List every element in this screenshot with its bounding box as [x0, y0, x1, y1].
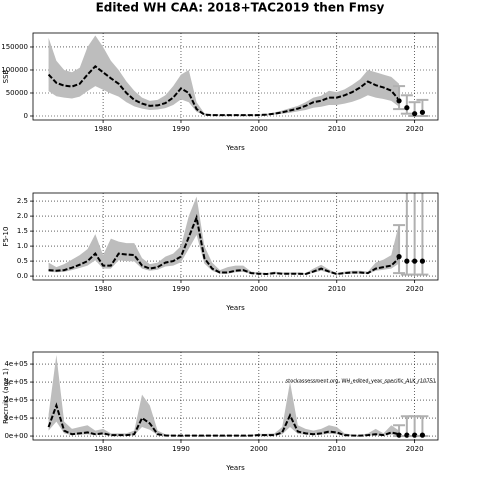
plot-frame	[32, 32, 439, 121]
y-tick-label: 2.5	[17, 197, 28, 205]
x-tick-label: 1990	[172, 285, 190, 293]
estimate-line	[47, 402, 400, 437]
projection-point	[404, 258, 410, 264]
x-tick-label: 2000	[250, 285, 268, 293]
projection-point	[419, 109, 426, 115]
y-tick-label: 1.5	[17, 227, 28, 235]
y-tick-label: 3e+05	[4, 378, 28, 386]
x-tick-label: 2010	[328, 445, 346, 453]
y-tick-label: 0e+00	[4, 432, 28, 440]
y-tick-label: 150000	[1, 43, 28, 51]
x-axis-label: Years	[225, 304, 245, 312]
projection-point	[419, 258, 426, 264]
x-tick-label: 1980	[94, 445, 112, 453]
x-tick-label: 1990	[172, 445, 190, 453]
plot-frame	[32, 192, 439, 281]
confidence-band	[48, 355, 400, 436]
x-axis-label: Years	[225, 464, 245, 472]
projection-point	[412, 258, 418, 264]
y-tick-label: 0.0	[17, 272, 28, 280]
y-tick-label: 50000	[6, 89, 28, 97]
projection-point	[412, 111, 418, 117]
confidence-band	[48, 35, 400, 116]
projection-point	[396, 432, 402, 438]
x-tick-label: 1980	[94, 285, 112, 293]
x-tick-label: 2020	[406, 445, 424, 453]
annotation: stockassessment.org, WH_edited_year_spec…	[286, 379, 436, 385]
projection-point	[404, 432, 410, 438]
plot-area	[48, 193, 429, 276]
y-tick-label: 1e+05	[4, 414, 28, 422]
x-tick-label: 2020	[406, 285, 424, 293]
x-tick-label: 2020	[406, 125, 424, 133]
x-tick-label: 2010	[328, 125, 346, 133]
y-tick-label: 4e+05	[4, 360, 28, 368]
confidence-band	[48, 196, 400, 275]
y-tick-label: 0	[24, 112, 28, 120]
panel: 0e+00 1e+05 2e+05 3e+05 4e+05 1980 1990 2000 201…	[2, 351, 439, 472]
x-tick-label: 2000	[250, 125, 268, 133]
y-tick-label: 100000	[1, 66, 28, 74]
y-tick-label: 2e+05	[4, 396, 28, 404]
projection-point	[396, 254, 402, 260]
projection-point	[404, 105, 410, 111]
panel: 0 50000 100000 150000 1980 1990 2000 2010 2020 Ye…	[1, 32, 439, 152]
plot-area	[47, 35, 429, 117]
estimate-line	[47, 64, 400, 117]
projection-point	[396, 98, 402, 104]
x-tick-label: 1980	[94, 125, 112, 133]
y-axis-label: F5-10	[2, 227, 10, 247]
x-tick-label: 2010	[328, 285, 346, 293]
x-axis-label: Years	[225, 144, 245, 152]
plot-frame	[32, 351, 439, 441]
y-axis-label: SSB	[2, 69, 10, 83]
panel: 0.0 0.5 1.0 1.5 2.0 2.5 1980 1990 2000 2010 2020 Ye…	[2, 192, 439, 312]
y-axis-label: Recruits (age 1)	[2, 368, 10, 424]
projection-point	[412, 432, 418, 438]
projection-point	[419, 432, 426, 438]
y-tick-label: 0.5	[17, 257, 28, 265]
x-tick-label: 2000	[250, 445, 268, 453]
plot-area	[47, 355, 429, 438]
estimate-line	[48, 214, 400, 276]
chart-title: Edited WH CAA: 2018+TAC2019 then Fmsy	[96, 1, 385, 15]
x-tick-label: 1990	[172, 125, 190, 133]
y-tick-label: 1.0	[17, 242, 28, 250]
y-tick-label: 2.0	[17, 212, 28, 220]
